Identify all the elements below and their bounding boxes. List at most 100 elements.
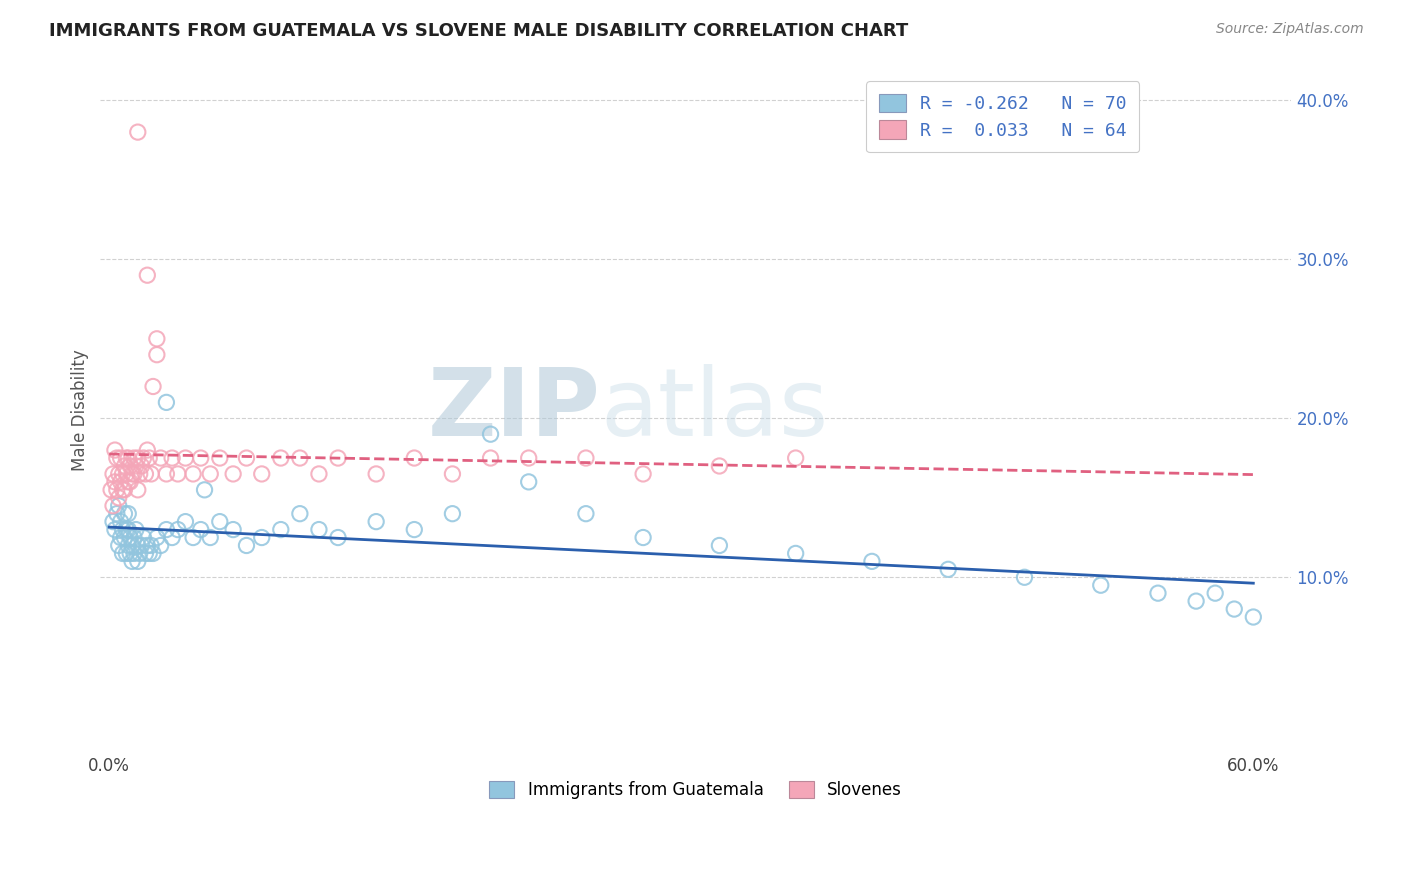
- Point: [160, 450, 183, 465]
- Point: [479, 427, 502, 442]
- Point: [155, 467, 177, 481]
- Point: [105, 450, 128, 465]
- Point: [114, 507, 136, 521]
- Point: [104, 523, 127, 537]
- Point: [142, 379, 165, 393]
- Point: [1241, 610, 1264, 624]
- Point: [117, 475, 139, 489]
- Point: [114, 483, 136, 497]
- Point: [785, 450, 807, 465]
- Point: [441, 467, 464, 481]
- Point: [127, 125, 149, 139]
- Point: [114, 531, 136, 545]
- Point: [250, 531, 273, 545]
- Point: [155, 395, 177, 409]
- Point: [136, 443, 159, 458]
- Point: [404, 450, 426, 465]
- Point: [111, 546, 134, 560]
- Point: [575, 507, 598, 521]
- Point: [181, 531, 204, 545]
- Point: [709, 539, 731, 553]
- Point: [107, 491, 129, 505]
- Y-axis label: Male Disability: Male Disability: [72, 350, 89, 471]
- Point: [146, 332, 169, 346]
- Point: [146, 531, 169, 545]
- Point: [1185, 594, 1208, 608]
- Point: [308, 467, 330, 481]
- Point: [121, 467, 143, 481]
- Point: [860, 554, 883, 568]
- Point: [114, 458, 136, 473]
- Point: [105, 507, 128, 521]
- Point: [190, 523, 212, 537]
- Point: [138, 546, 160, 560]
- Point: [101, 515, 124, 529]
- Text: Source: ZipAtlas.com: Source: ZipAtlas.com: [1216, 22, 1364, 37]
- Point: [517, 475, 540, 489]
- Text: atlas: atlas: [600, 364, 828, 457]
- Point: [270, 523, 292, 537]
- Point: [200, 467, 222, 481]
- Point: [270, 450, 292, 465]
- Point: [326, 450, 349, 465]
- Point: [288, 507, 311, 521]
- Point: [250, 467, 273, 481]
- Point: [105, 483, 128, 497]
- Point: [110, 531, 132, 545]
- Point: [288, 450, 311, 465]
- Text: IMMIGRANTS FROM GUATEMALA VS SLOVENE MALE DISABILITY CORRELATION CHART: IMMIGRANTS FROM GUATEMALA VS SLOVENE MAL…: [49, 22, 908, 40]
- Point: [200, 531, 222, 545]
- Point: [131, 539, 153, 553]
- Point: [120, 546, 142, 560]
- Point: [132, 450, 155, 465]
- Point: [785, 546, 807, 560]
- Point: [107, 539, 129, 553]
- Point: [631, 531, 654, 545]
- Point: [120, 475, 142, 489]
- Point: [138, 450, 160, 465]
- Point: [127, 539, 149, 553]
- Point: [122, 531, 145, 545]
- Point: [117, 507, 139, 521]
- Point: [160, 531, 183, 545]
- Point: [125, 458, 148, 473]
- Point: [132, 531, 155, 545]
- Point: [115, 467, 138, 481]
- Point: [115, 546, 138, 560]
- Point: [1147, 586, 1170, 600]
- Point: [100, 483, 122, 497]
- Point: [479, 450, 502, 465]
- Text: ZIP: ZIP: [427, 364, 600, 457]
- Point: [111, 483, 134, 497]
- Point: [117, 523, 139, 537]
- Point: [122, 467, 145, 481]
- Point: [121, 554, 143, 568]
- Point: [155, 523, 177, 537]
- Point: [120, 458, 142, 473]
- Point: [193, 483, 215, 497]
- Point: [117, 450, 139, 465]
- Point: [134, 546, 156, 560]
- Point: [149, 539, 172, 553]
- Point: [166, 467, 188, 481]
- Point: [111, 467, 134, 481]
- Point: [235, 450, 257, 465]
- Point: [366, 515, 388, 529]
- Point: [136, 268, 159, 283]
- Point: [134, 467, 156, 481]
- Point: [517, 450, 540, 465]
- Point: [326, 531, 349, 545]
- Point: [122, 450, 145, 465]
- Point: [709, 458, 731, 473]
- Point: [235, 539, 257, 553]
- Point: [115, 523, 138, 537]
- Point: [128, 546, 150, 560]
- Point: [936, 562, 959, 576]
- Point: [107, 499, 129, 513]
- Point: [115, 450, 138, 465]
- Point: [174, 450, 197, 465]
- Point: [1204, 586, 1226, 600]
- Point: [149, 450, 172, 465]
- Point: [101, 499, 124, 513]
- Point: [127, 554, 149, 568]
